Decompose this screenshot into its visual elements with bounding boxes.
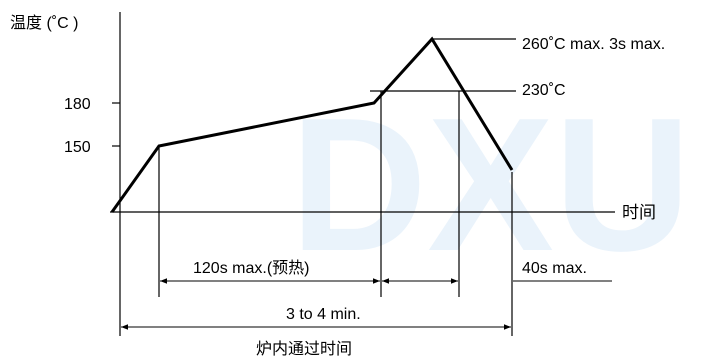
y-axis-label: 温度 (˚C ) bbox=[10, 14, 78, 32]
svg-text:DXU: DXU bbox=[290, 79, 691, 291]
preheat-label: 120s max.(预热) bbox=[193, 259, 309, 277]
temperature-profile-curve bbox=[110, 36, 514, 213]
y-tick-label-180: 180 bbox=[64, 96, 91, 113]
watermark-logo: DXU bbox=[290, 79, 691, 291]
peak-label: 260˚C max. 3s max. bbox=[522, 36, 665, 53]
x-axis-label: 时间 bbox=[622, 203, 656, 222]
total-label: 3 to 4 min. bbox=[286, 306, 361, 323]
y-tick-label-150: 150 bbox=[64, 139, 91, 156]
reflow-label: 40s max. bbox=[522, 260, 587, 277]
bottom-caption: 炉内通过时间 bbox=[256, 340, 352, 358]
threshold-230-label: 230˚C bbox=[522, 82, 566, 99]
